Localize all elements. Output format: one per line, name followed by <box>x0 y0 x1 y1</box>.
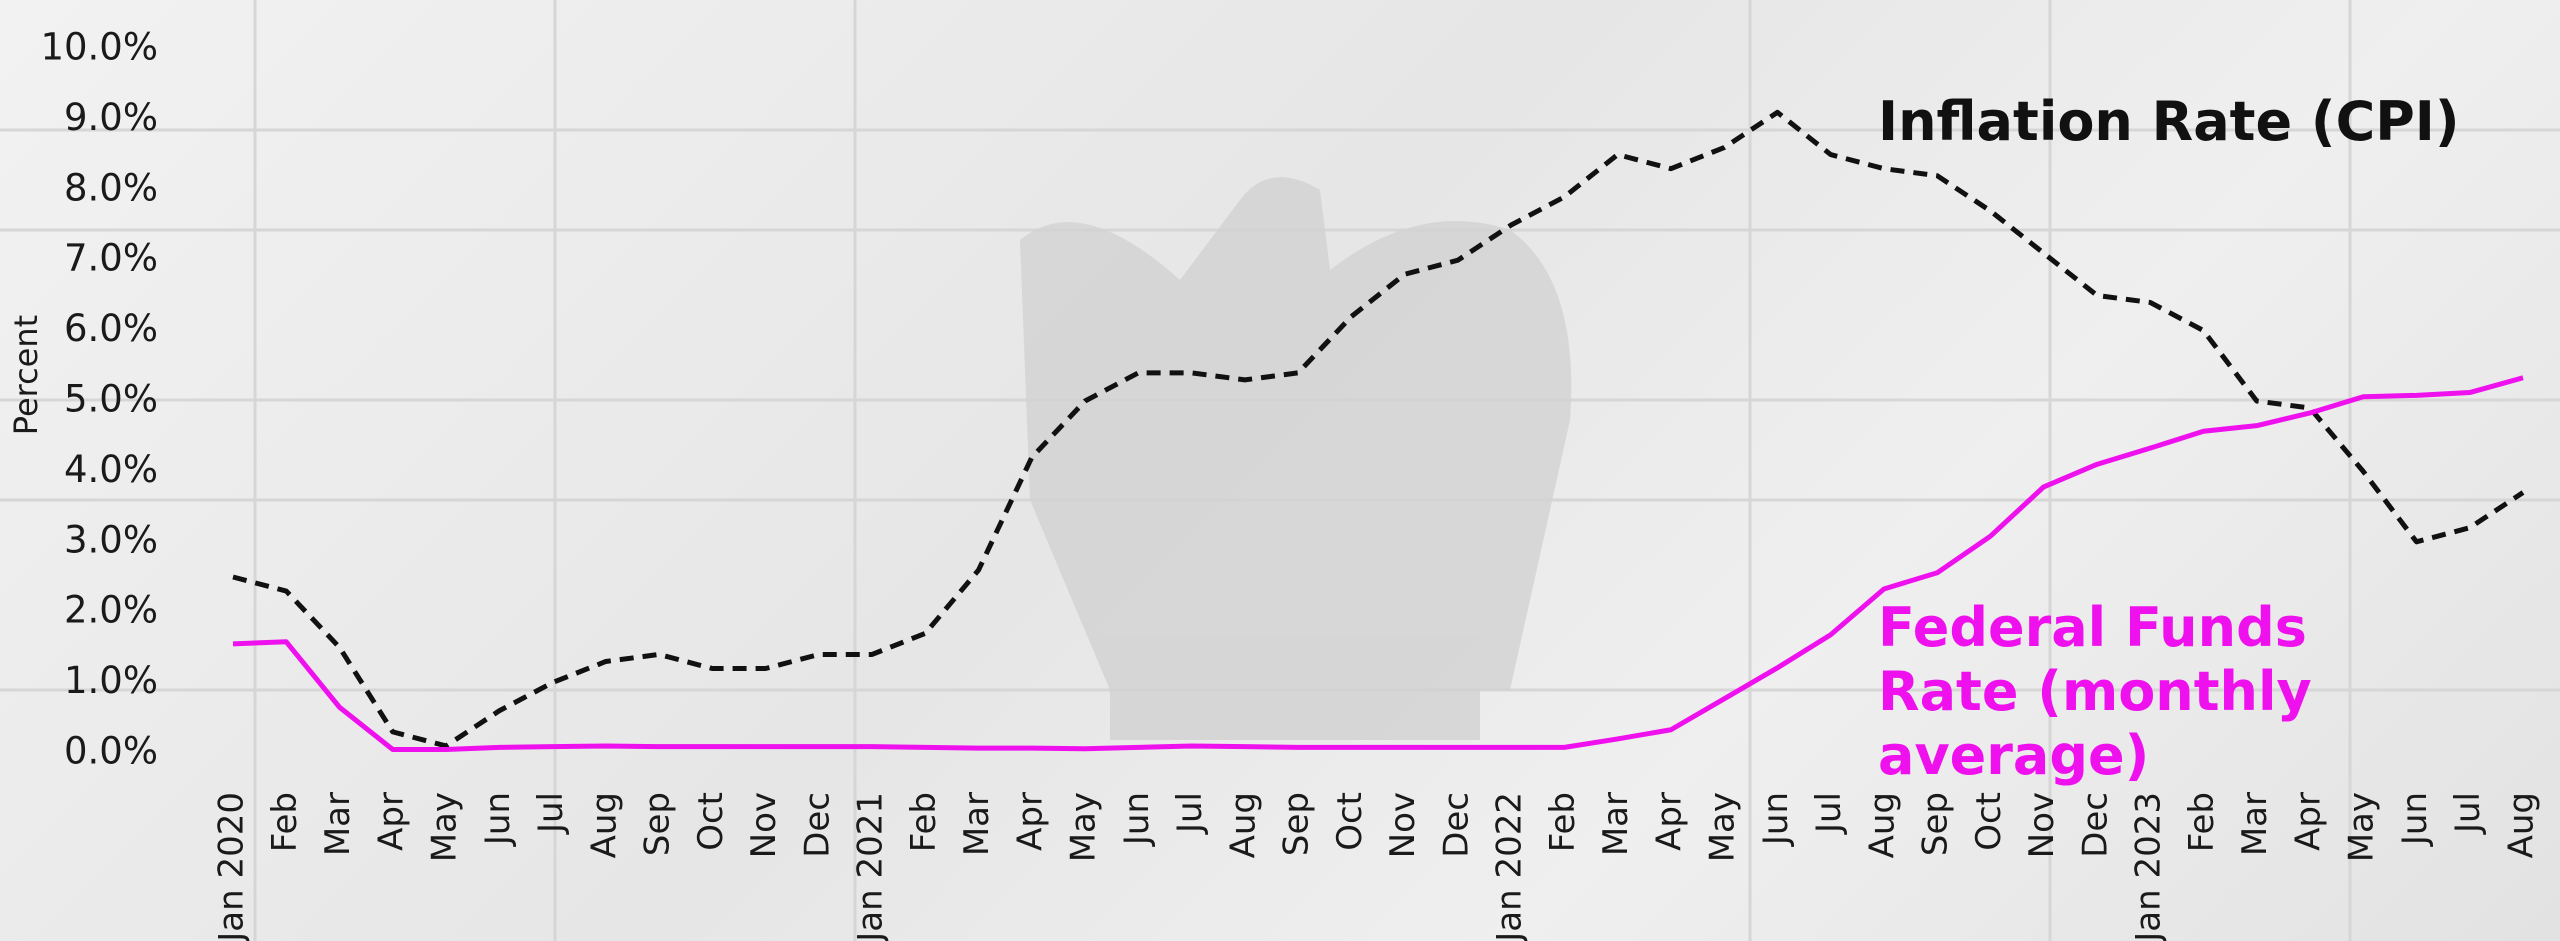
x-tick-label: Feb <box>1543 792 1583 852</box>
series-line <box>232 375 2524 752</box>
x-tick-label: Jun <box>2395 792 2435 847</box>
x-tick-label: Apr <box>1649 792 1689 851</box>
y-tick-label: 5.0% <box>64 378 158 421</box>
y-tick-label: 1.0% <box>64 659 158 702</box>
y-tick-label: 8.0% <box>64 166 158 209</box>
x-tick-label: Aug <box>2502 792 2542 858</box>
eagle-relief <box>1020 177 1572 740</box>
x-tick-label: May <box>1064 792 1104 862</box>
x-tick-label: Dec <box>2075 792 2115 858</box>
y-tick-label: 9.0% <box>64 96 158 139</box>
x-tick-label: Jul <box>2448 792 2488 835</box>
x-tick-label: Jun <box>1117 792 1157 847</box>
x-tick-label: Oct <box>1969 792 2009 851</box>
x-tick-label: Jan 2023 <box>2129 792 2169 941</box>
x-tick-label: Sep <box>1916 792 1956 856</box>
y-tick-label: 7.0% <box>64 237 158 280</box>
y-tick-label: 3.0% <box>64 518 158 561</box>
y-tick-label: 10.0% <box>40 26 158 69</box>
series-annotation: Federal Funds Rate (monthly average) <box>1878 596 2312 787</box>
x-tick-label: Jan 2022 <box>1490 792 1530 941</box>
y-tick-label: 0.0% <box>64 730 158 773</box>
x-tick-label: May <box>425 792 465 862</box>
x-tick-label: Jul <box>1809 792 1849 835</box>
x-tick-label: Feb <box>904 792 944 852</box>
x-tick-label: Nov <box>1383 792 1423 858</box>
x-tick-label: Sep <box>1277 792 1317 856</box>
x-tick-label: Oct <box>691 792 731 851</box>
x-tick-label: Aug <box>584 792 624 858</box>
x-tick-label: Nov <box>744 792 784 858</box>
y-axis-label: Percent <box>7 315 45 435</box>
x-tick-label: May <box>1703 792 1743 862</box>
x-tick-label: Jun <box>1756 792 1796 847</box>
x-tick-label: Sep <box>638 792 678 856</box>
x-tick-label: Mar <box>957 792 997 856</box>
x-tick-label: Nov <box>2022 792 2062 858</box>
y-tick-label: 4.0% <box>64 448 158 491</box>
x-tick-label: Jan 2020 <box>212 792 252 941</box>
x-tick-label: May <box>2342 792 2382 862</box>
x-tick-label: Mar <box>2235 792 2275 856</box>
x-tick-label: Jul <box>531 792 571 835</box>
x-tick-label: Feb <box>2182 792 2222 852</box>
x-tick-label: Oct <box>1330 792 1370 851</box>
y-tick-label: 6.0% <box>64 307 158 350</box>
y-tick-label: 2.0% <box>64 589 158 632</box>
x-tick-label: Mar <box>1596 792 1636 856</box>
series-line <box>232 109 2525 749</box>
x-tick-label: Apr <box>1010 792 1050 851</box>
x-tick-label: Aug <box>1862 792 1902 858</box>
x-tick-label: Apr <box>2288 792 2328 851</box>
x-tick-label: Aug <box>1223 792 1263 858</box>
x-tick-label: Dec <box>1436 792 1476 858</box>
x-tick-label: Apr <box>371 792 411 851</box>
x-tick-label: Jul <box>1170 792 1210 835</box>
x-tick-label: Mar <box>318 792 358 856</box>
x-tick-label: Dec <box>797 792 837 858</box>
x-tick-label: Feb <box>265 792 305 852</box>
series-annotation: Inflation Rate (CPI) <box>1878 90 2460 153</box>
x-tick-label: Jan 2021 <box>851 792 891 941</box>
x-tick-label: Jun <box>478 792 518 847</box>
